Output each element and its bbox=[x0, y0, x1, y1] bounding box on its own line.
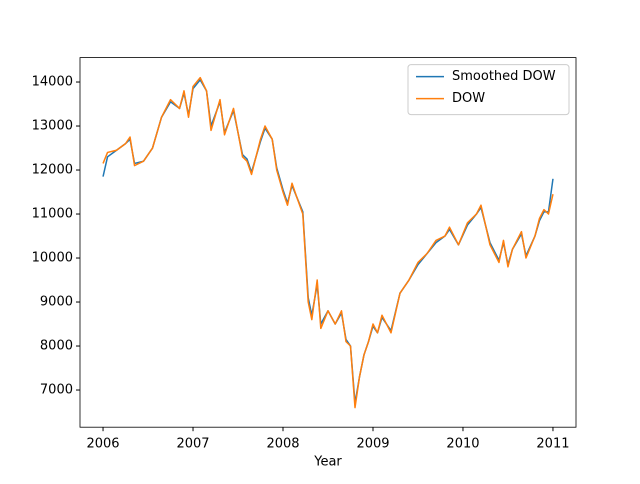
legend-label: DOW bbox=[452, 91, 485, 106]
y-tick-label: 10000 bbox=[32, 251, 73, 266]
legend-box bbox=[407, 64, 570, 116]
y-tick-label: 8000 bbox=[40, 339, 73, 354]
x-tick-label: 2011 bbox=[536, 437, 569, 452]
x-tick-label: 2010 bbox=[446, 437, 479, 452]
data-line bbox=[102, 79, 554, 404]
axes-frame bbox=[79, 57, 577, 428]
x-tick-label: 2009 bbox=[356, 437, 389, 452]
y-tick-label: 12000 bbox=[32, 163, 73, 178]
data-line bbox=[102, 76, 554, 409]
y-tick-label: 14000 bbox=[32, 75, 73, 90]
x-tick-label: 2006 bbox=[86, 437, 119, 452]
y-tick-label: 13000 bbox=[32, 119, 73, 134]
x-tick-label: 2007 bbox=[176, 437, 209, 452]
x-tick-label: 2008 bbox=[266, 437, 299, 452]
y-tick-label: 7000 bbox=[40, 383, 73, 398]
legend-label: Smoothed DOW bbox=[452, 69, 556, 84]
y-tick-label: 9000 bbox=[40, 295, 73, 310]
x-axis-label: Year bbox=[313, 455, 342, 470]
y-tick-label: 11000 bbox=[32, 207, 73, 222]
